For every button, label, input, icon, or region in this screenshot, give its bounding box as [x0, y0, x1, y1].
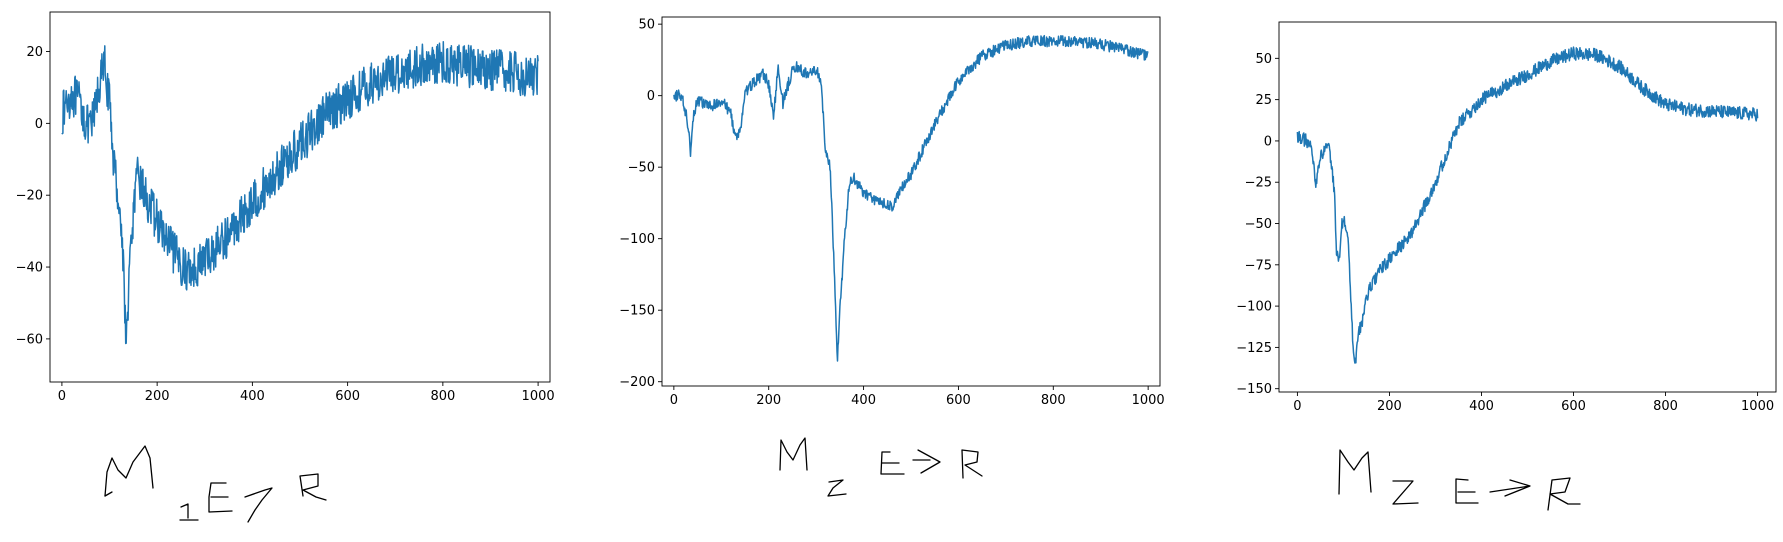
x-tick-label: 0	[670, 393, 678, 408]
x-tick-label: 800	[1653, 399, 1678, 414]
y-tick-label: −200	[619, 375, 655, 390]
x-tick-label: 800	[1041, 393, 1066, 408]
series-line	[673, 34, 1149, 362]
handwritten-annotation-m2-b	[1338, 449, 1581, 511]
x-tick-label: 400	[240, 389, 265, 404]
series-line	[1296, 46, 1759, 364]
x-tick-label: 0	[1293, 399, 1301, 414]
y-tick-label: −100	[1236, 300, 1272, 315]
y-tick-label: 0	[647, 89, 655, 104]
y-tick-label: −150	[619, 304, 655, 319]
x-tick-label: 200	[756, 393, 781, 408]
x-tick-label: 1000	[1132, 393, 1165, 408]
y-tick-label: 0	[1264, 134, 1272, 149]
chart-3: 0 200 400 600 800 1000 −150 −125 −100 −75 −50 −25 0 2…	[1236, 21, 1777, 414]
plot-frame	[661, 16, 1161, 387]
chart-1: 0 200 400 600 800 1000 −60 −40 −20 0 20	[16, 11, 555, 404]
y-tick-label: 0	[35, 117, 43, 132]
y-tick-label: −100	[619, 232, 655, 247]
series-line	[61, 40, 539, 345]
x-tick-label: 600	[946, 393, 971, 408]
handwritten-annotation-m2	[779, 437, 983, 497]
x-tick-label: 200	[145, 389, 170, 404]
x-tick-label: 1000	[522, 389, 555, 404]
handwritten-annotation-m1	[104, 445, 327, 523]
x-tick-label: 400	[851, 393, 876, 408]
y-tick-label: −125	[1236, 341, 1272, 356]
y-tick-label: −50	[1245, 217, 1272, 232]
y-tick-label: 50	[1255, 52, 1272, 67]
y-tick-label: −40	[16, 261, 43, 276]
y-tick-label: −20	[16, 189, 43, 204]
x-tick-label: 400	[1469, 399, 1494, 414]
y-tick-label: −75	[1245, 258, 1272, 273]
chart-2: 0 200 400 600 800 1000 −200 −150 −100 −50 0 50	[619, 16, 1165, 408]
y-tick-label: −25	[1245, 176, 1272, 191]
x-tick-label: 600	[335, 389, 360, 404]
y-tick-label: 20	[26, 45, 43, 60]
y-tick-label: 50	[638, 18, 655, 33]
y-tick-label: 25	[1255, 93, 1272, 108]
x-tick-label: 200	[1377, 399, 1402, 414]
x-tick-label: 0	[58, 389, 66, 404]
y-tick-label: −50	[628, 161, 655, 176]
y-tick-label: −60	[16, 332, 43, 347]
plot-frame	[1278, 21, 1777, 393]
y-tick-label: −150	[1236, 382, 1272, 397]
plot-frame	[49, 11, 551, 383]
x-tick-label: 1000	[1741, 399, 1774, 414]
x-tick-label: 800	[430, 389, 455, 404]
x-tick-label: 600	[1561, 399, 1586, 414]
